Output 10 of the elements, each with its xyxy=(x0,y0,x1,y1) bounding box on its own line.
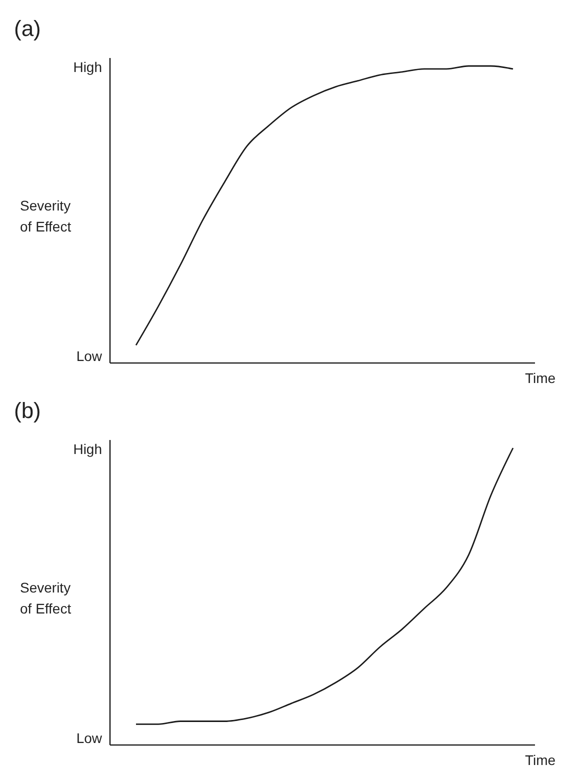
y-axis-title: Severity of Effect xyxy=(20,580,72,616)
text: High xyxy=(73,59,102,75)
x-axis-title: Time xyxy=(525,370,556,386)
x-axis-title: Time xyxy=(525,752,556,768)
text: Low xyxy=(76,348,103,364)
chart-title: (b) xyxy=(14,398,41,423)
y-axis-title: Severity of Effect xyxy=(20,198,72,234)
text: Low xyxy=(76,730,103,746)
text: High xyxy=(73,441,102,457)
chart-title: (a) xyxy=(14,16,41,41)
